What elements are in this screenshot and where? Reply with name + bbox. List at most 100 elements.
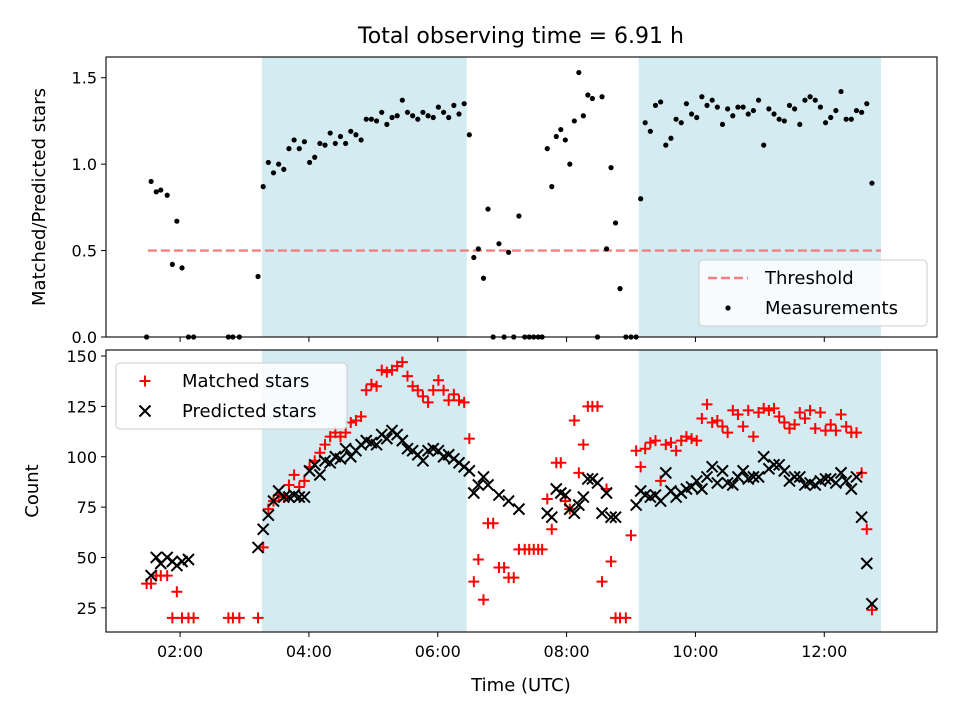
data-point <box>337 133 344 140</box>
data-point <box>466 132 472 138</box>
data-point <box>642 120 648 126</box>
matched-stars-point <box>573 467 585 479</box>
data-point <box>589 95 595 102</box>
predicted-stars-point <box>481 478 495 492</box>
matched-stars-point <box>639 443 651 455</box>
matched-stars-point <box>620 612 632 624</box>
data-point <box>496 241 502 247</box>
predicted-stars-point <box>850 470 863 484</box>
matched-stars-point <box>463 433 475 445</box>
data-point <box>399 97 405 103</box>
data-point <box>404 109 411 115</box>
x-tick-label: 08:00 <box>544 642 590 661</box>
data-point <box>817 104 824 110</box>
data-point <box>506 249 512 255</box>
matched-stars-point <box>737 421 749 433</box>
data-point <box>562 137 568 143</box>
matched-stars-point <box>789 419 801 431</box>
data-point <box>776 116 782 122</box>
data-point <box>745 111 751 117</box>
data-point <box>430 114 436 121</box>
data-point <box>843 116 849 122</box>
data-point <box>750 107 757 114</box>
data-point <box>822 120 829 126</box>
data-point <box>276 161 282 167</box>
data-point <box>714 104 720 110</box>
predicted-stars-point <box>267 494 280 508</box>
y-tick-label: 0.5 <box>72 242 97 261</box>
y-axis-label: Count <box>22 464 43 517</box>
matched-stars-point <box>283 479 295 491</box>
predicted-stars-point <box>545 510 558 524</box>
matched-stars-point <box>686 433 698 445</box>
y-tick-label: 25 <box>77 599 97 618</box>
predicted-stars-point <box>492 488 506 502</box>
data-point <box>781 118 787 124</box>
data-point <box>475 246 481 252</box>
matched-stars-point <box>768 402 780 414</box>
axes-frame <box>105 56 938 338</box>
data-point <box>270 170 277 176</box>
data-point <box>281 166 287 172</box>
predicted-stars-point <box>559 488 572 502</box>
y-tick-label: 125 <box>66 397 97 416</box>
y-axis-label: Matched/Predicted stars <box>29 88 50 306</box>
matched-stars-point <box>432 374 444 386</box>
top-panel: 0.0 0.5 1.0 1.5 Matched/Predicted stars Thres… <box>29 56 938 347</box>
predicted-stars-point <box>334 452 347 465</box>
legend-measurements-swatch <box>725 305 731 311</box>
data-point <box>694 114 700 121</box>
matched-stars-point <box>453 394 465 406</box>
data-point <box>571 118 577 124</box>
data-point <box>169 261 175 268</box>
data-point <box>480 275 487 281</box>
y-tick-label: 1.0 <box>72 155 97 174</box>
x-tick-label: 10:00 <box>672 642 718 661</box>
data-point <box>730 113 736 119</box>
predicted-stars-point <box>568 506 581 520</box>
matched-stars-point <box>555 457 567 469</box>
data-point <box>612 220 619 226</box>
y-tick-label: 1.5 <box>72 69 97 88</box>
matched-stars-point <box>340 427 352 439</box>
x-tick-label: 04:00 <box>286 642 332 661</box>
predicted-stars-point <box>416 454 430 467</box>
data-point <box>688 111 695 117</box>
predicted-stars-point <box>581 472 595 486</box>
matched-stars-point <box>630 445 642 457</box>
predicted-stars-point <box>604 510 618 524</box>
matched-stars-point <box>355 410 367 422</box>
predicted-stars-point <box>572 498 586 512</box>
matched-stars-point <box>763 404 775 416</box>
data-point <box>415 116 421 122</box>
predicted-stars-point <box>370 438 383 451</box>
data-point <box>553 133 559 140</box>
data-point <box>389 114 395 121</box>
data-point <box>761 142 767 148</box>
x-tick-label: 06:00 <box>415 642 461 661</box>
data-point <box>306 159 313 166</box>
matched-stars-point <box>417 390 429 402</box>
matched-stars-point <box>804 404 816 416</box>
predicted-stars-point <box>591 476 604 490</box>
data-point <box>558 126 564 133</box>
matched-stars-point <box>592 400 604 412</box>
matched-stars-point <box>835 408 847 420</box>
predicted-stars-point <box>659 466 673 480</box>
matched-stars-point <box>161 570 173 582</box>
predicted-stars-point <box>736 464 750 478</box>
data-point <box>384 121 390 128</box>
matched-stars-point <box>468 576 480 588</box>
predicted-stars-point <box>577 490 590 504</box>
matched-stars-point <box>605 556 617 567</box>
matched-stars-point <box>866 604 878 616</box>
data-point <box>580 113 586 119</box>
data-point <box>291 137 297 143</box>
matched-stars-point <box>809 423 821 435</box>
data-point <box>567 161 573 167</box>
data-point <box>638 196 644 202</box>
matched-stars-point <box>188 612 200 624</box>
data-point <box>802 97 808 103</box>
data-point <box>301 139 308 145</box>
matched-stars-point <box>596 576 608 588</box>
